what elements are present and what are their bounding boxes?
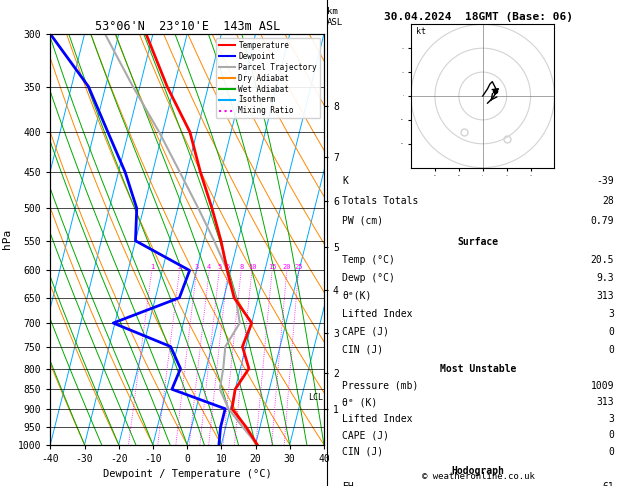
Text: km
ASL: km ASL bbox=[327, 7, 343, 27]
Text: 28: 28 bbox=[603, 196, 614, 206]
Text: 3: 3 bbox=[608, 309, 614, 319]
Text: 313: 313 bbox=[596, 291, 614, 301]
Text: 0: 0 bbox=[608, 430, 614, 440]
Text: CAPE (J): CAPE (J) bbox=[342, 327, 389, 337]
Text: Most Unstable: Most Unstable bbox=[440, 364, 516, 374]
Text: © weatheronline.co.uk: © weatheronline.co.uk bbox=[421, 472, 535, 481]
Text: LCL: LCL bbox=[308, 393, 323, 402]
Text: 20.5: 20.5 bbox=[591, 255, 614, 265]
Text: 0.79: 0.79 bbox=[591, 216, 614, 226]
Text: 9.3: 9.3 bbox=[596, 273, 614, 283]
Text: 3: 3 bbox=[608, 414, 614, 424]
Text: 30.04.2024  18GMT (Base: 06): 30.04.2024 18GMT (Base: 06) bbox=[384, 12, 572, 22]
Text: 8: 8 bbox=[239, 264, 243, 270]
Text: 25: 25 bbox=[294, 264, 303, 270]
Text: 0: 0 bbox=[608, 345, 614, 355]
Legend: Temperature, Dewpoint, Parcel Trajectory, Dry Adiabat, Wet Adiabat, Isotherm, Mi: Temperature, Dewpoint, Parcel Trajectory… bbox=[216, 38, 320, 119]
Text: PW (cm): PW (cm) bbox=[342, 216, 383, 226]
Text: 10: 10 bbox=[248, 264, 256, 270]
Text: 0: 0 bbox=[608, 447, 614, 457]
Text: 5: 5 bbox=[217, 264, 221, 270]
Title: 53°06'N  23°10'E  143m ASL: 53°06'N 23°10'E 143m ASL bbox=[94, 20, 280, 33]
Text: CIN (J): CIN (J) bbox=[342, 447, 383, 457]
Text: CIN (J): CIN (J) bbox=[342, 345, 383, 355]
Text: Dewp (°C): Dewp (°C) bbox=[342, 273, 395, 283]
Text: 20: 20 bbox=[282, 264, 291, 270]
Text: 15: 15 bbox=[268, 264, 276, 270]
Text: -39: -39 bbox=[596, 176, 614, 187]
Text: Lifted Index: Lifted Index bbox=[342, 309, 413, 319]
Text: EH: EH bbox=[342, 482, 353, 486]
Text: 0: 0 bbox=[608, 327, 614, 337]
Text: θᵉ (K): θᵉ (K) bbox=[342, 397, 377, 407]
Text: Temp (°C): Temp (°C) bbox=[342, 255, 395, 265]
Text: CAPE (J): CAPE (J) bbox=[342, 430, 389, 440]
Text: Surface: Surface bbox=[457, 237, 499, 247]
Text: 1009: 1009 bbox=[591, 381, 614, 391]
Text: Pressure (mb): Pressure (mb) bbox=[342, 381, 418, 391]
Text: Lifted Index: Lifted Index bbox=[342, 414, 413, 424]
Text: kt: kt bbox=[416, 27, 426, 36]
Text: 2: 2 bbox=[177, 264, 182, 270]
Text: Hodograph: Hodograph bbox=[452, 466, 504, 476]
Text: 4: 4 bbox=[207, 264, 211, 270]
Text: K: K bbox=[342, 176, 348, 187]
Text: 3: 3 bbox=[194, 264, 199, 270]
Text: 1: 1 bbox=[150, 264, 154, 270]
Text: 313: 313 bbox=[596, 397, 614, 407]
Text: 61: 61 bbox=[603, 482, 614, 486]
X-axis label: Dewpoint / Temperature (°C): Dewpoint / Temperature (°C) bbox=[103, 469, 272, 479]
Text: 6: 6 bbox=[226, 264, 230, 270]
Text: Totals Totals: Totals Totals bbox=[342, 196, 418, 206]
Text: θᵉ(K): θᵉ(K) bbox=[342, 291, 372, 301]
Y-axis label: hPa: hPa bbox=[3, 229, 12, 249]
